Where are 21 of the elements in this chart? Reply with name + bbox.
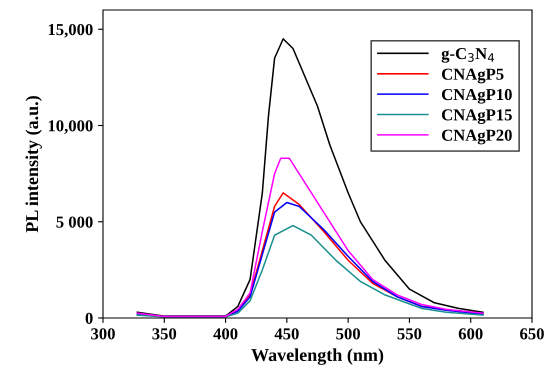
x-tick-label: 400 (213, 328, 238, 340)
x-tick-label: 550 (398, 328, 422, 340)
y-tick-label: 0 (86, 312, 93, 324)
y-axis-title: PL intensity (a.u.) (25, 96, 42, 232)
legend-label: g-C$_{3}$N$_{4}$ (442, 48, 494, 63)
legend-label: CNAgP20 (442, 130, 512, 144)
x-tick-label: 350 (152, 328, 176, 340)
legend-label: CNAgP15 (442, 109, 512, 124)
x-tick-label: 500 (336, 328, 360, 340)
x-tick-label: 300 (91, 328, 115, 340)
y-tick-label: 5 000 (56, 216, 93, 228)
line-series (136, 157, 484, 318)
x-tick-label: 600 (458, 328, 483, 340)
legend-label: CNAgP10 (442, 88, 512, 104)
y-tick-label: 15,000 (48, 24, 93, 38)
line-series (136, 224, 484, 318)
x-tick-label: 450 (274, 328, 299, 340)
y-tick-label: 10,000 (48, 120, 93, 134)
x-tick-label: 650 (520, 328, 544, 340)
x-axis-title: Wavelength (nm) (251, 348, 384, 365)
legend-label: CNAgP5 (442, 68, 504, 84)
